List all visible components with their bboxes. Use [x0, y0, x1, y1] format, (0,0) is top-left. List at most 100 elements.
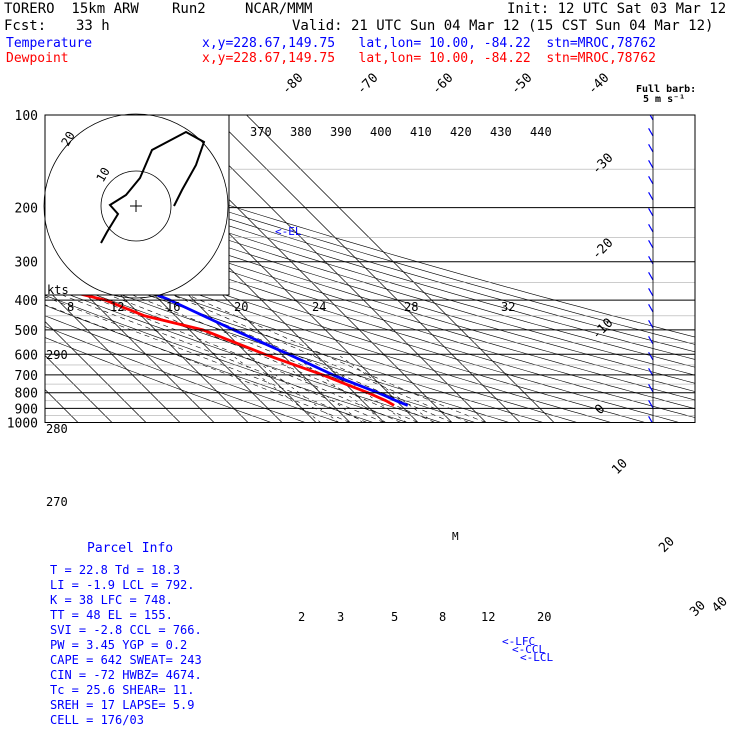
legend-dewpoint-label: Dewpoint [6, 51, 69, 66]
mixing-ratio-label: 24 [312, 300, 326, 314]
parcel-info-row: TT = 48 EL = 155. [50, 608, 173, 622]
wind-barb [648, 352, 654, 361]
hodograph-ring [43, 113, 229, 299]
sounding-annotation: M [452, 530, 459, 543]
header-init: Init: 12 UTC Sat 03 Mar 12 [507, 1, 727, 17]
isotherm-label: -40 [585, 71, 612, 98]
moist-adiabat [45, 279, 402, 423]
mixing-ratio-label: 12 [481, 610, 495, 624]
pressure-label: 500 [15, 324, 38, 339]
wind-barb [648, 416, 653, 423]
wind-barb [648, 128, 654, 137]
mixing-ratio-label: 8 [67, 300, 74, 314]
wind-barb [648, 384, 654, 393]
wind-barb [649, 624, 653, 632]
wind-barb [649, 512, 653, 520]
parcel-info-row: CIN = -72 HWBZ= 4674. [50, 668, 202, 682]
mixing-ratio-label: 20 [234, 300, 248, 314]
wind-barb [649, 640, 653, 648]
wind-barb [649, 656, 653, 664]
pressure-label: 1000 [7, 417, 38, 432]
theta-label: 380 [290, 125, 312, 139]
pressure-label: 400 [15, 294, 38, 309]
hodograph-trace [100, 130, 206, 244]
wind-barb-title: Full barb: [636, 84, 696, 95]
theta-e-label: 270 [46, 495, 68, 509]
parcel-info-title: Parcel Info [87, 541, 173, 556]
parcel-info-row: SREH = 17 LAPSE= 5.9 [50, 698, 195, 712]
isotherm-line [45, 287, 181, 423]
mixing-ratio-label: 32 [501, 300, 515, 314]
isotherm-line [178, 115, 487, 423]
theta-label: 440 [530, 125, 552, 139]
hodograph-ring-label: 20 [58, 129, 77, 149]
isotherm-line [212, 115, 521, 423]
mixing-ratio-label: 12 [110, 300, 124, 314]
theta-label: 410 [410, 125, 432, 139]
isotherm-label: -10 [589, 316, 616, 343]
wind-barb [648, 240, 654, 249]
wind-barb [648, 304, 654, 313]
isotherm-label: -60 [429, 71, 456, 98]
parcel-info-row: Tc = 25.6 SHEAR= 11. [50, 683, 195, 697]
legend-temperature-label: Temperature [6, 36, 93, 51]
header-run: Run2 [172, 1, 206, 17]
header-model: TORERO 15km ARW [4, 1, 139, 17]
wind-barb [649, 432, 653, 440]
wind-barb [648, 288, 654, 297]
mixing-ratio-label: 16 [166, 300, 180, 314]
sounding-annotation: <-CCL [512, 643, 545, 656]
isotherm-label: -30 [589, 151, 616, 178]
wind-barb [649, 528, 653, 536]
mixing-ratio-line [270, 354, 363, 423]
isotherm-line [0, 115, 10, 423]
theta-label: 370 [250, 125, 272, 139]
parcel-info-row: K = 38 LFC = 748. [50, 593, 173, 607]
pressure-label: 700 [15, 369, 38, 384]
theta-label: 390 [330, 125, 352, 139]
wind-barb [648, 224, 654, 233]
header-fcst-label: Fcst: [4, 18, 47, 34]
legend-dewpoint-info: x,y=228.67,149.75 lat,lon= 10.00, -84.22… [202, 51, 656, 66]
wind-barb [648, 256, 654, 265]
wind-barb [648, 208, 654, 217]
hodograph-units: kts [47, 283, 69, 297]
wind-barb [649, 496, 653, 504]
header-org: NCAR/MMM [245, 1, 313, 17]
wind-barb [648, 320, 654, 329]
theta-label: 430 [490, 125, 512, 139]
wind-barb [649, 608, 653, 616]
parcel-info-row: T = 22.8 Td = 18.3 [50, 563, 180, 577]
header-fcst-value: 33 h [76, 18, 110, 34]
header-valid: Valid: 21 UTC Sun 04 Mar 12 (15 CST Sun … [292, 18, 714, 34]
pressure-label: 100 [15, 109, 38, 124]
wind-barb [649, 544, 653, 552]
parcel-info-row: LI = -1.9 LCL = 792. [50, 578, 195, 592]
wind-barb [648, 336, 654, 345]
wind-barb [648, 400, 654, 409]
theta-label: 400 [370, 125, 392, 139]
wind-barb [649, 560, 653, 568]
wind-barb [649, 672, 653, 680]
isotherm-label: -50 [508, 71, 535, 98]
pressure-label: 900 [15, 402, 38, 417]
mixing-ratio-label: 8 [439, 610, 446, 624]
wind-barb [649, 464, 653, 472]
isotherm-label: -20 [589, 236, 616, 263]
mixing-ratio-line [337, 354, 435, 423]
parcel-info-row: SVI = -2.8 CCL = 766. [50, 623, 202, 637]
pressure-label: 200 [15, 202, 38, 217]
isotherm-label: 40 [709, 594, 731, 616]
isotherm-label: 20 [656, 534, 678, 556]
isotherm-label: -70 [354, 71, 381, 98]
wind-barb [648, 160, 654, 169]
isotherm-label: 30 [687, 598, 709, 620]
wind-barb [649, 480, 653, 488]
parcel-info-row: PW = 3.45 YGP = 0.2 [50, 638, 187, 652]
isotherm-label: -80 [279, 71, 306, 98]
pressure-label: 600 [15, 348, 38, 363]
hodograph-ring-label: 10 [93, 165, 112, 185]
mixing-ratio-label: 3 [337, 610, 344, 624]
wind-barb [649, 576, 653, 584]
mixing-ratio-label: 28 [404, 300, 418, 314]
